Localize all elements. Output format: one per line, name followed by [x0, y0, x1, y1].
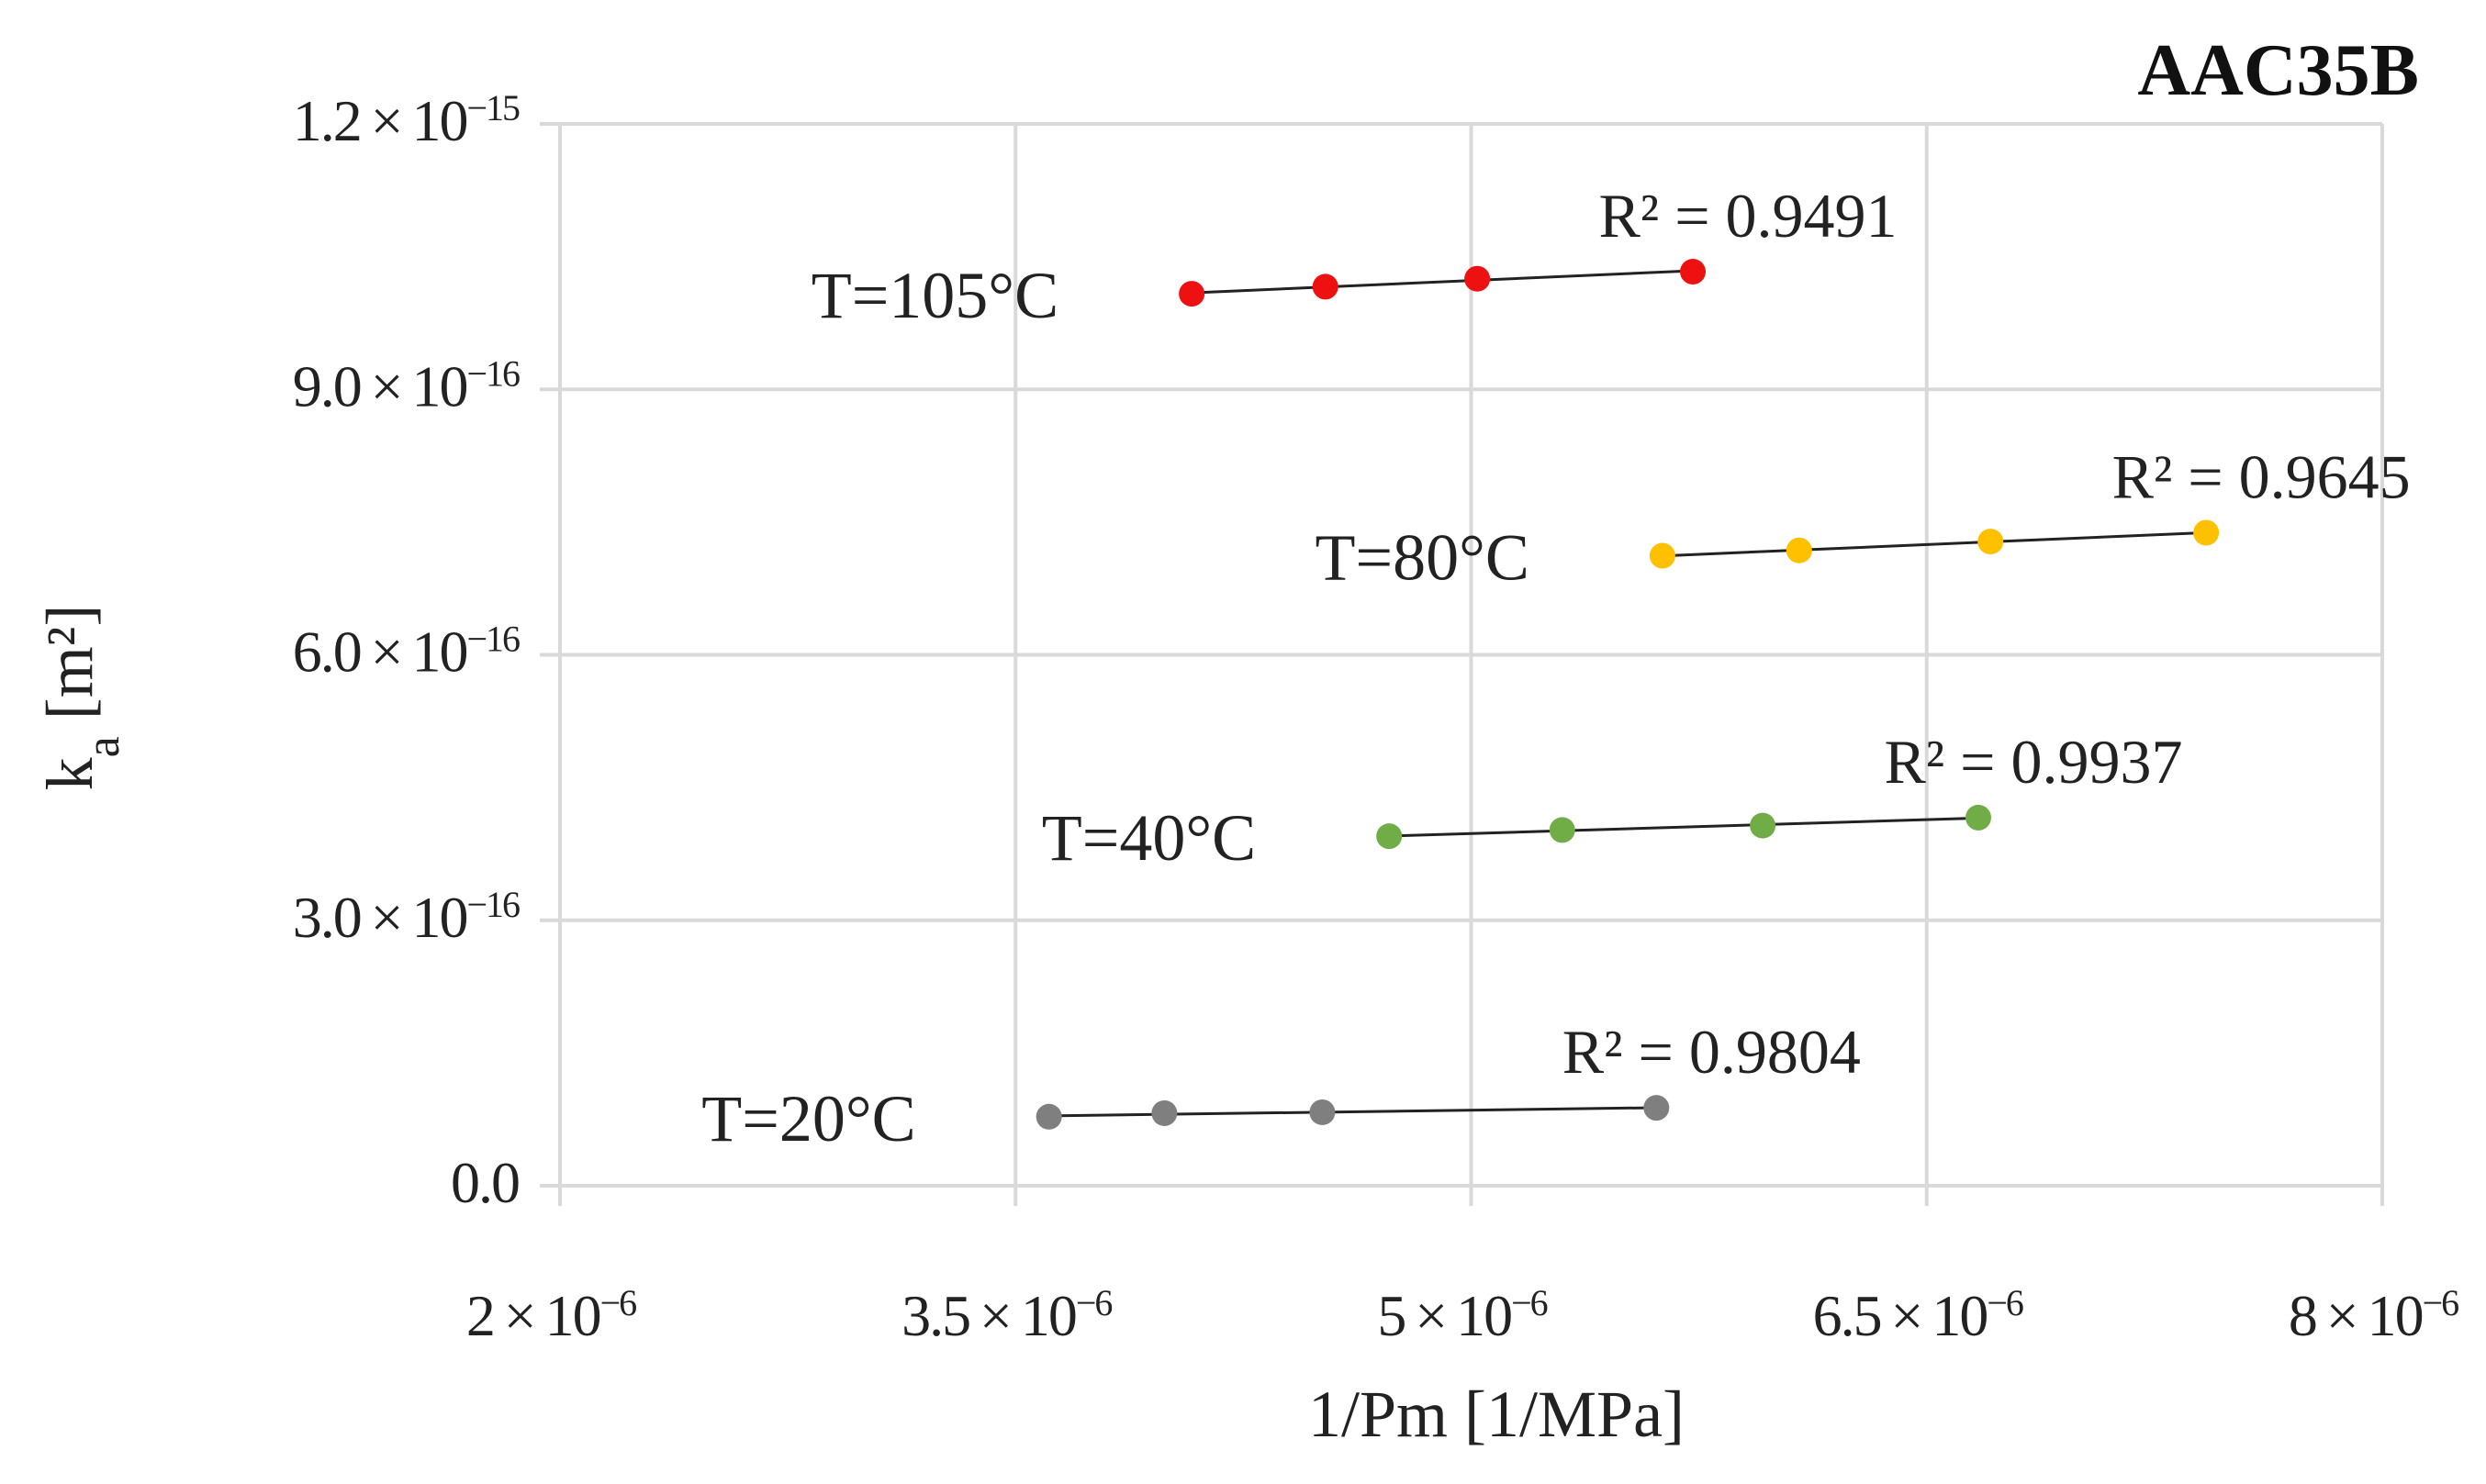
y-axis-title: ka [m²] — [33, 605, 129, 791]
x-tick-label-0: 2 × 10−6 — [466, 1282, 636, 1349]
x-tick-label-1: 3.5 × 10−6 — [901, 1282, 1112, 1349]
y-tick-label-1: 3.0 × 10−16 — [293, 883, 520, 950]
r-squared-label-3: R² = 0.9804 — [1562, 1017, 1861, 1087]
trendline-1 — [1662, 530, 2207, 558]
data-point-2-1 — [1549, 817, 1575, 843]
grid — [540, 122, 2384, 1206]
y-axis-ticks: 0.0 3.0 × 10−16 6.0 × 10−16 9.0 × 10−16 1.2 … — [293, 87, 521, 1216]
data-point-1-0 — [1649, 542, 1675, 569]
series-label-3: T=20°C — [701, 1082, 915, 1155]
series-label-0: T=105°C — [812, 259, 1058, 332]
y-tick-label-4: 1.2 × 10−15 — [293, 87, 520, 154]
y-tick-label-2: 6.0 × 10−16 — [293, 618, 520, 685]
data-point-3-3 — [1643, 1095, 1670, 1121]
data-point-0-0 — [1179, 281, 1205, 307]
y-axis-title-sub: a — [77, 736, 129, 757]
series-3: T=20°C R² = 0.9804 — [701, 1017, 1861, 1155]
data-point-0-3 — [1680, 259, 1707, 285]
series-1: T=80°C R² = 0.9645 — [1316, 441, 2411, 594]
y-tick-label-3: 9.0 × 10−16 — [293, 352, 520, 419]
x-tick-label-4: 8 × 10−6 — [2289, 1282, 2458, 1349]
series-label-2: T=40°C — [1042, 801, 1256, 875]
data-point-1-1 — [1786, 537, 1812, 563]
data-point-1-3 — [2193, 519, 2220, 546]
y-tick-label-0: 0.0 — [451, 1150, 519, 1215]
x-tick-label-3: 6.5 × 10−6 — [1813, 1282, 2023, 1349]
data-point-1-2 — [1977, 529, 2004, 555]
trendline-3 — [1048, 1106, 1657, 1118]
y-axis-title-unit: [m²] — [33, 605, 106, 737]
r-squared-label-1: R² = 0.9645 — [2112, 441, 2411, 511]
data-point-3-1 — [1151, 1099, 1178, 1126]
series-0: T=105°C R² = 0.9491 — [812, 181, 1898, 332]
x-axis-title: 1/Pm [1/MPa] — [1308, 1378, 1685, 1451]
chart-title: AAC35B — [2137, 30, 2419, 111]
x-axis-ticks: 2 × 10−6 3.5 × 10−6 5 × 10−6 6.5 × 10−6 8 × … — [466, 1282, 2460, 1349]
trendline-2 — [1389, 816, 1979, 838]
trendline-0 — [1192, 269, 1694, 295]
y-axis-title-main: k — [33, 757, 106, 790]
r-squared-label-0: R² = 0.9491 — [1598, 181, 1897, 251]
data-point-0-2 — [1464, 265, 1491, 292]
data-point-2-2 — [1750, 812, 1776, 839]
series-group: T=105°C R² = 0.9491 T=80°C R² = 0.9645 T=40°… — [701, 181, 2410, 1155]
data-point-3-0 — [1036, 1103, 1062, 1130]
data-point-3-2 — [1309, 1099, 1336, 1125]
series-label-1: T=80°C — [1316, 521, 1529, 595]
series-2: T=40°C R² = 0.9937 — [1042, 727, 2183, 875]
r-squared-label-2: R² = 0.9937 — [1884, 727, 2182, 797]
data-point-0-1 — [1312, 273, 1338, 300]
data-point-2-3 — [1965, 804, 1991, 831]
x-tick-label-2: 5 × 10−6 — [1377, 1282, 1547, 1349]
data-point-2-0 — [1376, 823, 1403, 850]
